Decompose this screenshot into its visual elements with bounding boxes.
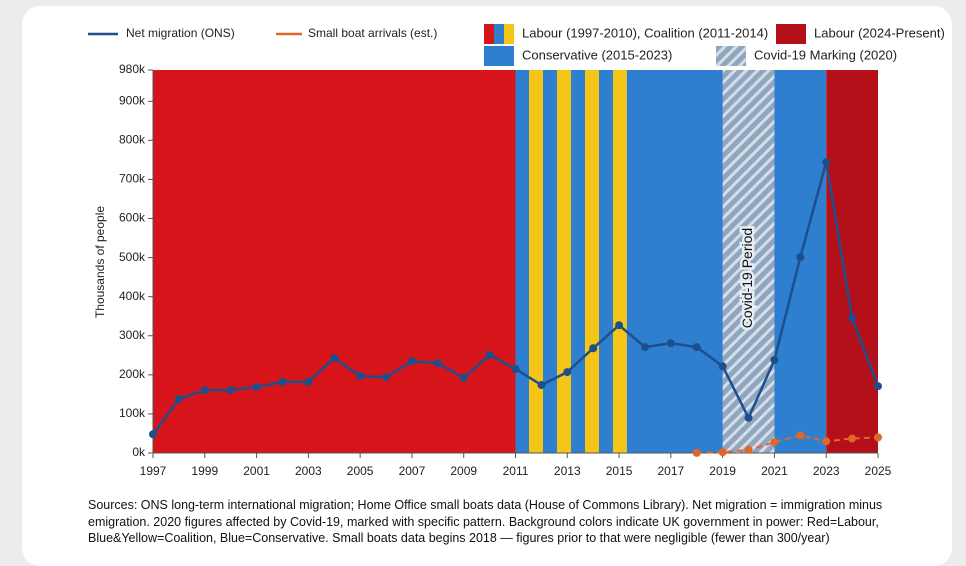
data-point [537,380,546,389]
data-point [822,158,831,167]
data-point [174,395,183,404]
data-point [252,382,261,391]
data-point [770,438,779,447]
data-point [433,359,442,368]
data-point [407,357,416,366]
data-point [744,445,753,454]
data-point [796,253,805,262]
data-point [485,350,494,359]
y-tick-label: 600k [119,211,146,225]
data-point [718,362,727,371]
series-line [696,434,879,454]
data-point [330,354,339,363]
y-tick-label: 400k [119,289,146,303]
government-band [722,70,775,453]
data-point [382,373,391,382]
legend-swatch [716,46,746,66]
y-axis-label: Thousands of people [93,206,107,318]
government-band [153,70,516,453]
x-tick-label: 2025 [865,464,892,478]
y-tick-label: 900k [119,93,146,107]
legend-label: Labour (2024-Present) [814,25,945,40]
x-tick-label: 2013 [554,464,581,478]
government-band [826,70,878,453]
data-point [278,377,287,386]
x-tick-label: 2011 [503,464,529,478]
y-tick-label: 300k [119,328,146,342]
government-band [515,70,627,453]
data-point [226,386,235,395]
y-tick-label: 980k [119,62,146,76]
legend-label: Labour (1997-2010), Coalition (2011-2014… [522,25,768,40]
legend-label: Conservative (2015-2023) [522,47,672,62]
data-point [692,448,701,457]
data-point [718,448,727,457]
x-tick-label: 2021 [761,464,788,478]
x-tick-label: 2017 [658,464,685,478]
data-point [200,386,209,395]
source-note: Sources: ONS long-term international mig… [88,498,883,545]
x-tick-label: 2003 [295,464,322,478]
y-tick-label: 0k [132,445,146,459]
x-tick-label: 2019 [709,464,736,478]
data-point [640,343,649,352]
data-point [848,314,857,323]
x-tick-label: 2005 [347,464,374,478]
legend-label: Net migration (ONS) [126,26,235,40]
data-point [511,364,520,373]
data-point [304,377,313,386]
x-tick-label: 1999 [191,464,218,478]
y-tick-label: 100k [119,406,146,420]
legend-swatch [484,46,514,66]
data-point [615,321,624,330]
x-tick-label: 2001 [243,464,270,478]
data-point [563,368,572,377]
x-tick-label: 2023 [813,464,840,478]
data-point [848,434,857,443]
data-point [770,355,779,364]
y-tick-label: 800k [119,133,146,147]
data-point [589,344,598,353]
data-point [356,372,365,381]
data-point [692,343,701,352]
annotation: Covid-19 Period [739,228,755,328]
data-point [874,382,882,391]
data-point [744,413,753,422]
data-point [822,437,831,446]
legend-swatch [776,24,806,44]
y-tick-label: 500k [119,250,146,264]
data-point [796,431,805,440]
x-tick-label: 1997 [140,464,167,478]
legend-label: Small boat arrivals (est.) [308,26,437,40]
data-point [666,339,675,348]
y-tick-label: 200k [119,367,146,381]
data-point [149,430,157,439]
legend-swatch [484,24,514,44]
x-tick-label: 2007 [399,464,426,478]
x-tick-label: 2009 [450,464,477,478]
data-point [459,373,468,382]
y-tick-label: 700k [119,172,146,186]
legend-label: Covid-19 Marking (2020) [754,47,897,62]
data-point [874,433,882,442]
x-tick-label: 2015 [606,464,633,478]
